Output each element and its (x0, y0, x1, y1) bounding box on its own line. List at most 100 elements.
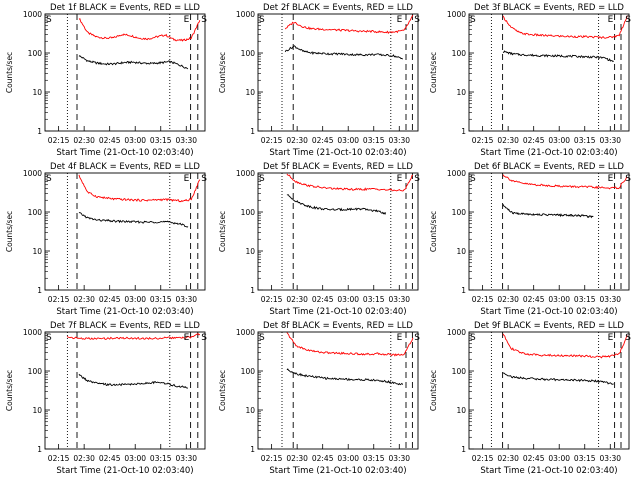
plot-frame (469, 332, 629, 449)
x-tick-label: 03:30 (599, 136, 621, 145)
y-tick-label: 100 (28, 367, 43, 376)
x-tick-label: 03:00 (337, 454, 359, 463)
figure: Det 1f BLACK = Events, RED = LLD Counts/s… (0, 0, 640, 480)
chart-grid-svg: Det 1f BLACK = Events, RED = LLD Counts/s… (0, 0, 640, 480)
panel-title: Det 5f BLACK = Events, RED = LLD (263, 162, 413, 172)
x-tick-label: 02:30 (73, 136, 95, 145)
marker-label: S (470, 15, 476, 25)
marker-label: S (470, 333, 476, 343)
marker-label: S (625, 174, 631, 184)
x-tick-label: 02:15 (48, 136, 70, 145)
y-axis-label: Counts/sec (218, 52, 227, 93)
x-tick-label: 03:00 (337, 136, 359, 145)
marker-label: S (46, 15, 52, 25)
x-tick-label: 02:30 (286, 295, 308, 304)
marker-label: E (184, 333, 190, 343)
y-tick-label: 10 (32, 406, 42, 415)
x-tick-label: 03:30 (599, 295, 621, 304)
panel-det-9: Det 9f BLACK = Events, RED = LLDCounts/s… (429, 321, 631, 476)
y-tick-label: 100 (28, 49, 43, 58)
marker-label: S (259, 333, 265, 343)
marker-label: S (201, 15, 207, 25)
marker-label: S (46, 174, 52, 184)
y-axis-label: Counts/sec (218, 370, 227, 411)
y-tick-label: 100 (241, 367, 256, 376)
x-tick-label: 02:30 (497, 454, 519, 463)
y-tick-label: 10 (245, 88, 255, 97)
y-tick-label: 1000 (236, 169, 255, 178)
x-tick-label: 03:15 (363, 136, 385, 145)
x-tick-label: 02:30 (497, 295, 519, 304)
x-tick-label: 03:30 (388, 136, 410, 145)
marker-label: S (414, 174, 420, 184)
series-red-lld (287, 333, 413, 356)
x-tick-label: 03:15 (363, 295, 385, 304)
y-tick-label: 1000 (236, 10, 255, 19)
x-axis-label: Start Time (21-Oct-10 02:03:40) (269, 466, 406, 476)
marker-label: S (414, 15, 420, 25)
y-tick-label: 10 (456, 406, 466, 415)
x-tick-label: 03:15 (150, 295, 172, 304)
panel-title: Det 4f BLACK = Events, RED = LLD (50, 162, 200, 172)
panel-det-4: Det 4f BLACK = Events, RED = LLD Counts/s… (5, 162, 207, 317)
x-tick-label: 03:15 (363, 454, 385, 463)
panel-title: Det 8f BLACK = Events, RED = LLD (263, 321, 413, 331)
x-axis-label: Start Time (21-Oct-10 02:03:40) (269, 307, 406, 317)
marker-label: S (625, 15, 631, 25)
y-tick-label: 1 (37, 286, 42, 295)
marker-label: S (46, 333, 52, 343)
series-red-lld (79, 19, 200, 41)
y-tick-label: 1 (250, 286, 255, 295)
x-tick-label: 03:00 (548, 136, 570, 145)
x-tick-label: 03:30 (388, 295, 410, 304)
x-tick-label: 02:15 (48, 454, 70, 463)
x-tick-label: 03:15 (150, 136, 172, 145)
x-tick-label: 03:15 (574, 454, 596, 463)
panel-title: Det 2f BLACK = Events, RED = LLD (263, 3, 413, 13)
x-tick-label: 03:00 (124, 295, 146, 304)
marker-label: E (184, 174, 190, 184)
panel-det-3: Det 3f BLACK = Events, RED = LLDCounts/s… (429, 3, 631, 158)
marker-label: E (397, 174, 403, 184)
x-tick-label: 02:15 (261, 454, 283, 463)
panel-det-8: Det 8f BLACK = Events, RED = LLD Counts/s… (218, 321, 420, 476)
series-black-events (79, 374, 188, 388)
series-black-events (503, 373, 614, 384)
y-tick-label: 10 (456, 247, 466, 256)
x-axis-label: Start Time (21-Oct-10 02:03:40) (56, 148, 193, 158)
x-axis-label: Start Time (21-Oct-10 02:03:40) (269, 148, 406, 158)
x-axis-label: Start Time (21-Oct-10 02:03:40) (56, 307, 193, 317)
marker-label: S (625, 333, 631, 343)
y-tick-label: 1 (461, 445, 466, 454)
panel-det-5: Det 5f BLACK = Events, RED = LLD Counts/s… (218, 162, 420, 317)
panel-title: Det 1f BLACK = Events, RED = LLD (50, 3, 200, 13)
y-axis-label: Counts/sec (218, 211, 227, 252)
series-red-lld (67, 334, 200, 340)
y-tick-label: 1000 (236, 328, 255, 337)
y-tick-label: 1000 (23, 169, 42, 178)
x-axis-label: Start Time (21-Oct-10 02:03:40) (56, 466, 193, 476)
x-tick-label: 02:45 (99, 136, 121, 145)
plot-frame (469, 14, 629, 131)
y-tick-label: 100 (241, 49, 256, 58)
x-tick-label: 02:45 (312, 454, 334, 463)
marker-label: S (259, 174, 265, 184)
x-tick-label: 02:30 (286, 454, 308, 463)
y-tick-label: 1 (461, 127, 466, 136)
x-tick-label: 03:30 (175, 295, 197, 304)
y-tick-label: 10 (32, 88, 42, 97)
series-black-events (79, 56, 188, 69)
y-tick-label: 1 (250, 445, 255, 454)
marker-label: S (470, 174, 476, 184)
x-tick-label: 03:00 (124, 454, 146, 463)
y-tick-label: 1 (37, 127, 42, 136)
y-tick-label: 1000 (447, 328, 466, 337)
x-tick-label: 02:45 (523, 295, 545, 304)
y-tick-label: 1000 (447, 10, 466, 19)
plot-frame (45, 332, 205, 449)
marker-label: E (397, 15, 403, 25)
panel-title: Det 7f BLACK = Events, RED = LLD (50, 321, 200, 331)
y-tick-label: 100 (241, 208, 256, 217)
series-red-lld (287, 174, 413, 191)
x-tick-label: 03:30 (175, 454, 197, 463)
